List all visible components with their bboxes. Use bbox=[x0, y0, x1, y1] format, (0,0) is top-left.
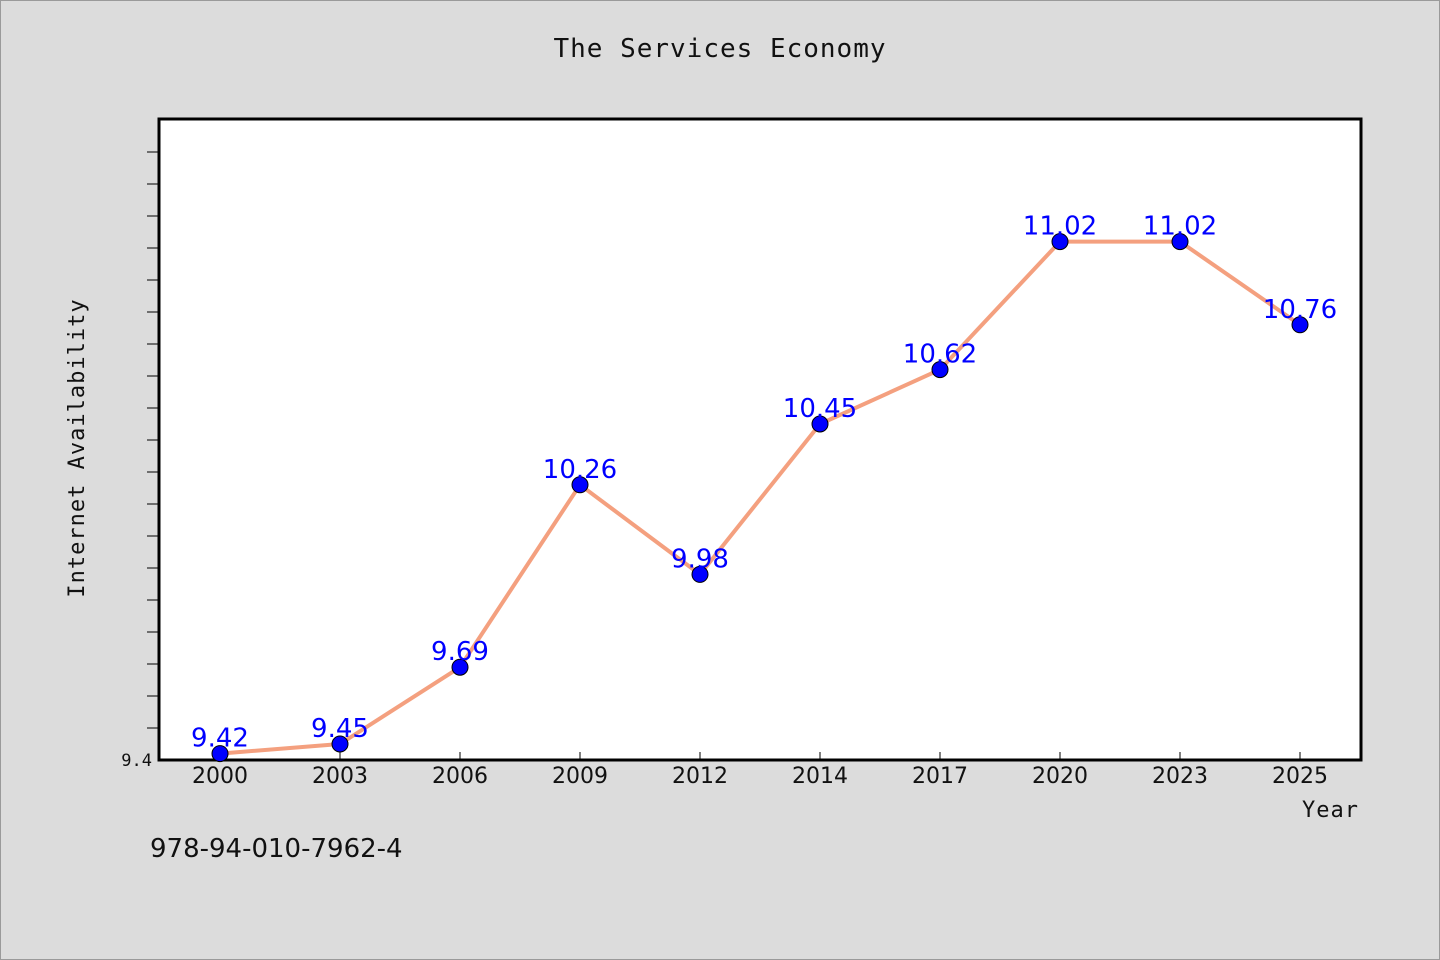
x-tick-label: 2020 bbox=[1032, 764, 1088, 789]
data-point bbox=[1291, 316, 1309, 334]
x-tick-label: 2009 bbox=[552, 764, 608, 789]
y-axis-ticks bbox=[147, 151, 159, 729]
data-point bbox=[211, 745, 229, 763]
x-tick-label: 2006 bbox=[432, 764, 488, 789]
y-axis-tick-labels: 9.4 bbox=[121, 751, 152, 771]
x-tick-label: 2000 bbox=[192, 764, 248, 789]
data-point bbox=[811, 415, 829, 433]
data-point bbox=[1171, 233, 1189, 251]
x-axis-ticks bbox=[219, 752, 1301, 760]
data-label: 11.02 bbox=[1023, 212, 1097, 242]
data-point bbox=[931, 361, 949, 379]
data-label: 10.45 bbox=[783, 394, 857, 424]
isbn-footnote: 978-94-010-7962-4 bbox=[150, 834, 403, 864]
data-point bbox=[1051, 233, 1069, 251]
x-tick-label: 2025 bbox=[1272, 764, 1328, 789]
x-axis-tick-labels: 2000 2003 2006 2009 2012 2014 2017 2020 2023 2025 bbox=[192, 764, 1328, 789]
data-markers bbox=[211, 233, 1309, 763]
data-label: 9.45 bbox=[311, 714, 369, 744]
x-tick-label: 2003 bbox=[312, 764, 368, 789]
x-tick-label: 2023 bbox=[1152, 764, 1208, 789]
data-label: 10.62 bbox=[903, 340, 977, 370]
x-axis-title: Year bbox=[1302, 798, 1359, 823]
y-tick-label: 9.4 bbox=[121, 751, 152, 771]
x-tick-label: 2017 bbox=[912, 764, 968, 789]
data-point bbox=[571, 476, 589, 494]
data-labels: 9.42 9.45 9.69 10.26 9.98 10.45 10.62 11.02 11.0… bbox=[191, 212, 1337, 754]
x-tick-label: 2012 bbox=[672, 764, 728, 789]
data-label: 11.02 bbox=[1143, 212, 1217, 242]
data-label: 10.76 bbox=[1263, 295, 1337, 325]
series-line bbox=[219, 239, 1302, 756]
x-tick-label: 2014 bbox=[792, 764, 848, 789]
data-label: 10.26 bbox=[543, 455, 617, 485]
data-point bbox=[331, 735, 349, 753]
plot-area bbox=[157, 117, 1363, 762]
data-point bbox=[451, 658, 469, 676]
y-axis-title: Internet Availability bbox=[65, 298, 90, 597]
chart-title: The Services Economy bbox=[553, 34, 887, 64]
data-label: 9.98 bbox=[671, 544, 729, 574]
data-label: 9.42 bbox=[191, 724, 249, 754]
data-point bbox=[691, 565, 709, 583]
data-label: 9.69 bbox=[431, 637, 489, 667]
